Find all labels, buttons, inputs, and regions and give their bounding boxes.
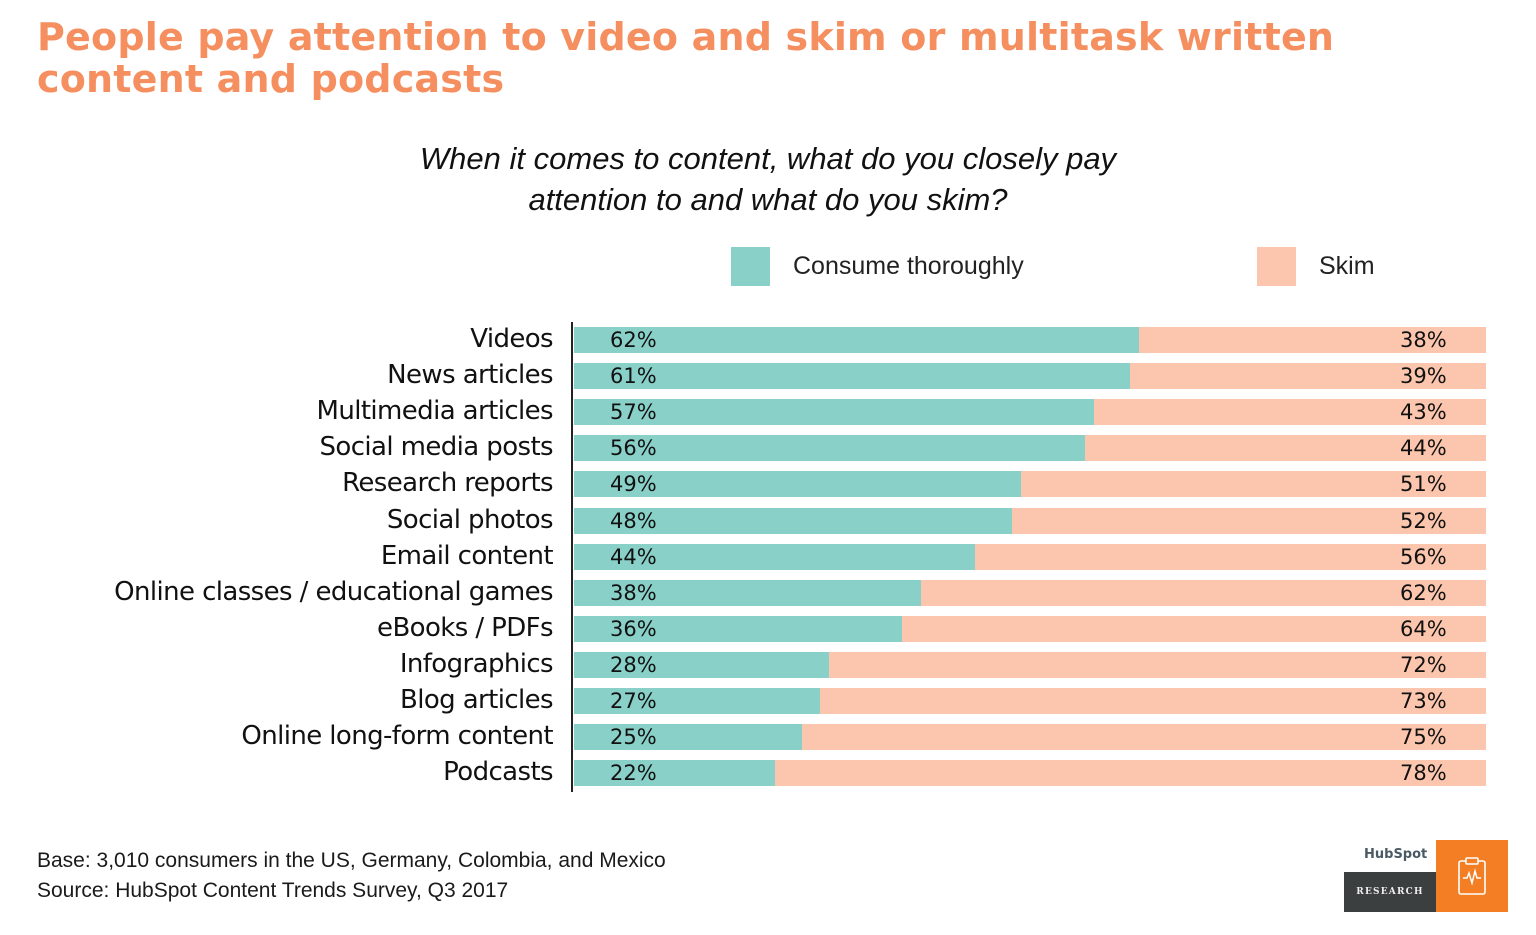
category-label: Social media posts [319, 432, 554, 463]
legend-swatch-peach-icon [1257, 246, 1296, 286]
bar-skim [975, 543, 1486, 570]
bar-consume [574, 651, 829, 678]
category-label: Social photos [386, 504, 554, 535]
category-label: Infographics [399, 648, 554, 679]
value-label-skim: 73% [1400, 689, 1447, 713]
bar-skim [775, 760, 1486, 787]
bar-skim [1021, 471, 1486, 498]
legend-swatch-teal-icon [731, 246, 770, 286]
bar-row: Infographics 28% 72% [0, 649, 1536, 679]
bar-consume [574, 363, 1130, 390]
value-label-skim: 64% [1400, 616, 1447, 641]
category-label: Podcasts [443, 757, 553, 788]
bar-skim [1139, 327, 1486, 353]
category-label: Multimedia articles [316, 396, 553, 427]
value-label-skim: 52% [1400, 508, 1447, 533]
subtitle-line-2: attention to and what do you skim? [528, 182, 1008, 217]
base-note: Base: 3,010 consumers in the US, Germany… [37, 849, 666, 872]
bar-row: Online classes / educational games 38% 62% [0, 577, 1536, 607]
value-label-consume: 22% [610, 761, 657, 786]
bar-consume [574, 688, 820, 714]
source-note: Source: HubSpot Content Trends Survey, Q… [37, 879, 509, 902]
value-label-skim: 62% [1400, 580, 1447, 605]
value-label-consume: 36% [610, 616, 657, 641]
bar-row: Videos 62% 38% [0, 324, 1536, 354]
value-label-consume: 57% [610, 400, 657, 425]
bar-consume [574, 435, 1085, 462]
category-label: Online classes / educational games [114, 576, 553, 607]
legend-label-consume: Consume thoroughly [793, 251, 1024, 280]
bar-consume [574, 615, 902, 642]
hubspot-research-logo: HubSpot RESEARCH [1344, 840, 1508, 912]
category-label: Videos [470, 324, 553, 354]
bar-row: Multimedia articles 57% 43% [0, 396, 1536, 426]
bar-row: eBooks / PDFs 36% 64% [0, 613, 1536, 643]
value-label-consume: 25% [610, 725, 657, 750]
clipboard-pulse-icon [1436, 840, 1508, 912]
logo-brand-text: HubSpot [1364, 847, 1428, 862]
bar-consume [574, 507, 1012, 534]
bar-row: Blog articles 27% 73% [0, 685, 1536, 715]
legend-item-skim: Skim [1257, 246, 1375, 286]
value-label-consume: 48% [610, 508, 657, 533]
value-label-skim: 72% [1400, 652, 1447, 677]
bar-skim [902, 615, 1486, 642]
bar-row: Online long-form content 25% 75% [0, 721, 1536, 751]
value-label-consume: 49% [610, 472, 657, 497]
bar-consume [574, 471, 1021, 498]
value-label-consume: 56% [610, 436, 657, 461]
value-label-skim: 44% [1400, 436, 1447, 461]
bar-skim [1094, 399, 1486, 426]
category-label: News articles [387, 360, 553, 391]
legend-label-skim: Skim [1319, 251, 1375, 280]
bar-consume [574, 399, 1094, 426]
value-label-consume: 28% [610, 652, 657, 677]
category-label: eBooks / PDFs [377, 612, 554, 643]
bar-consume [574, 724, 802, 751]
value-label-skim: 38% [1400, 328, 1447, 352]
chart-subtitle: When it comes to content, what do you cl… [0, 138, 1536, 220]
legend-item-consume: Consume thoroughly [731, 246, 1024, 286]
bar-skim [829, 651, 1486, 678]
value-label-skim: 75% [1400, 725, 1447, 750]
bar-row: Research reports 49% 51% [0, 468, 1536, 498]
bar-skim [802, 724, 1486, 751]
chart-title: People pay attention to video and skim o… [37, 15, 1335, 101]
bar-skim [1012, 507, 1486, 534]
subtitle-line-1: When it comes to content, what do you cl… [419, 141, 1117, 176]
bar-row: Social media posts 56% 44% [0, 432, 1536, 462]
bar-skim [820, 688, 1486, 714]
bar-row: Podcasts 22% 78% [0, 757, 1536, 787]
bar-skim [1130, 363, 1486, 390]
value-label-consume: 62% [610, 328, 657, 352]
value-label-skim: 78% [1400, 761, 1447, 786]
y-axis-line [571, 322, 573, 792]
category-label: Research reports [342, 468, 553, 499]
value-label-skim: 43% [1400, 400, 1447, 425]
bar-row: News articles 61% 39% [0, 360, 1536, 390]
bar-row: Email content 44% 56% [0, 541, 1536, 571]
value-label-skim: 51% [1400, 472, 1447, 497]
value-label-skim: 39% [1400, 364, 1447, 389]
category-label: Online long-form content [241, 721, 553, 752]
value-label-consume: 38% [610, 580, 657, 605]
bar-row: Social photos 48% 52% [0, 505, 1536, 535]
logo-research-label: RESEARCH [1344, 872, 1436, 912]
bar-consume [574, 543, 975, 570]
bar-skim [921, 579, 1486, 606]
value-label-skim: 56% [1400, 544, 1447, 569]
category-label: Blog articles [399, 685, 554, 715]
bar-consume [574, 327, 1139, 353]
footer-notes: Base: 3,010 consumers in the US, Germany… [37, 846, 666, 906]
bar-consume [574, 760, 775, 787]
value-label-consume: 61% [610, 364, 657, 389]
category-label: Email content [380, 540, 554, 571]
value-label-consume: 27% [610, 689, 657, 713]
value-label-consume: 44% [610, 544, 657, 569]
bar-skim [1085, 435, 1486, 462]
bar-consume [574, 579, 921, 606]
